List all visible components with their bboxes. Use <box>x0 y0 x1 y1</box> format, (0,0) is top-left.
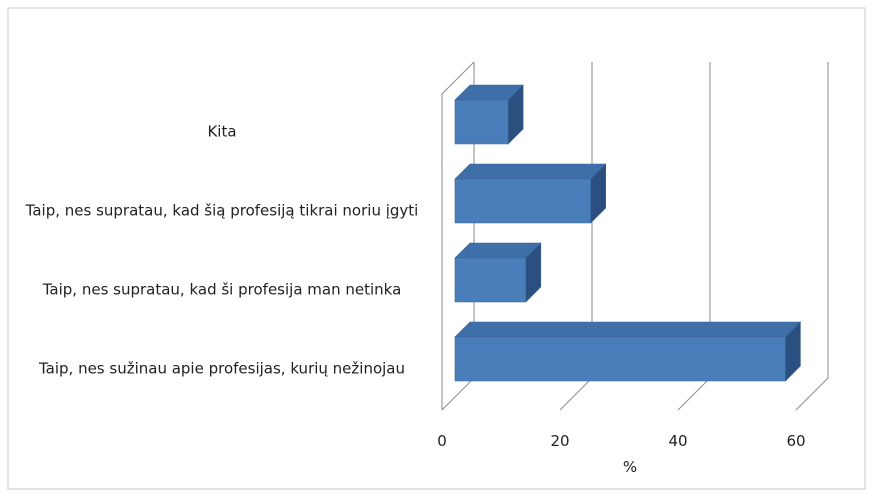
bar-front <box>454 178 592 224</box>
side-wall <box>441 61 475 410</box>
frame <box>7 7 866 490</box>
bar <box>454 242 542 303</box>
bar <box>454 84 524 145</box>
x-tick-label: 20 <box>550 432 569 450</box>
category-label: Taip, nes supratau, kad ši profesija man… <box>42 280 402 299</box>
bar-front <box>454 99 509 145</box>
x-tick-label: 60 <box>786 432 805 450</box>
bar-top <box>454 163 607 180</box>
x-tick-label: 40 <box>668 432 687 450</box>
category-label: Taip, nes supratau, kad šią profesiją ti… <box>25 201 419 220</box>
category-label: Taip, nes sužinau apie profesijas, kurių… <box>38 359 406 378</box>
category-label: Kita <box>207 122 237 141</box>
bar <box>454 163 607 224</box>
x-axis-label: % <box>623 458 637 476</box>
bar <box>454 321 802 382</box>
bar-front <box>454 257 527 303</box>
bar-top <box>454 321 802 338</box>
bar-front <box>454 336 786 382</box>
grid-line <box>795 62 829 411</box>
x-tick-label: 0 <box>437 432 447 450</box>
